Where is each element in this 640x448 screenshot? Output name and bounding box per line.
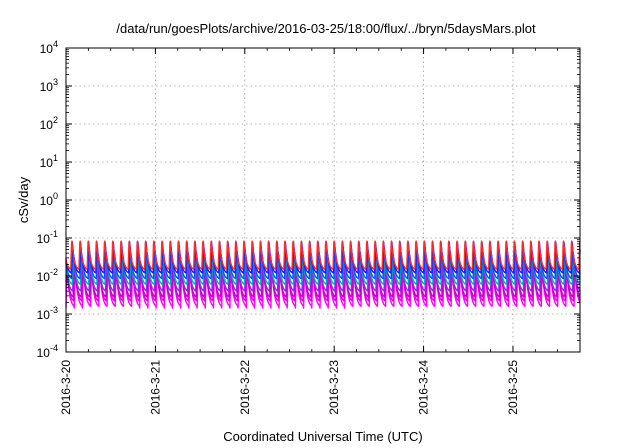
series-line-6: [65, 246, 581, 280]
y-tick-label: 104: [40, 39, 58, 56]
x-tick-label: 2016-3-23: [327, 360, 341, 415]
series-group: [65, 240, 581, 309]
x-tick-label: 2016-3-20: [59, 360, 73, 415]
y-tick-label: 10-2: [37, 267, 58, 284]
y-tick-label: 10-1: [37, 229, 58, 246]
y-tick-label: 10-4: [37, 343, 58, 360]
series-line-4: [65, 254, 581, 292]
x-tick-label: 2016-3-24: [417, 360, 431, 415]
plot-frame: [65, 47, 581, 353]
axes: 10-4 10-3 10-2 10-1 100 101 102 103 104 2016-3-20…: [37, 39, 581, 415]
series-line-7: [65, 241, 581, 274]
grid: [66, 48, 580, 352]
y-axis-label: cSv/day: [16, 176, 31, 223]
y-tick-label: 100: [40, 191, 58, 208]
chart-title: /data/run/goesPlots/archive/2016-03-25/1…: [116, 21, 536, 36]
series-line-5: [65, 252, 581, 285]
series-line-8: [65, 240, 581, 270]
y-tick-label: 102: [40, 115, 58, 132]
x-tick-label: 2016-3-22: [238, 360, 252, 415]
y-tick-label: 10-3: [37, 305, 58, 322]
y-tick-label: 103: [40, 77, 58, 94]
x-axis-label: Coordinated Universal Time (UTC): [223, 429, 422, 444]
x-tick-label: 2016-3-25: [506, 360, 520, 415]
y-tick-label: 101: [40, 153, 58, 170]
x-tick-label: 2016-3-21: [148, 360, 162, 415]
